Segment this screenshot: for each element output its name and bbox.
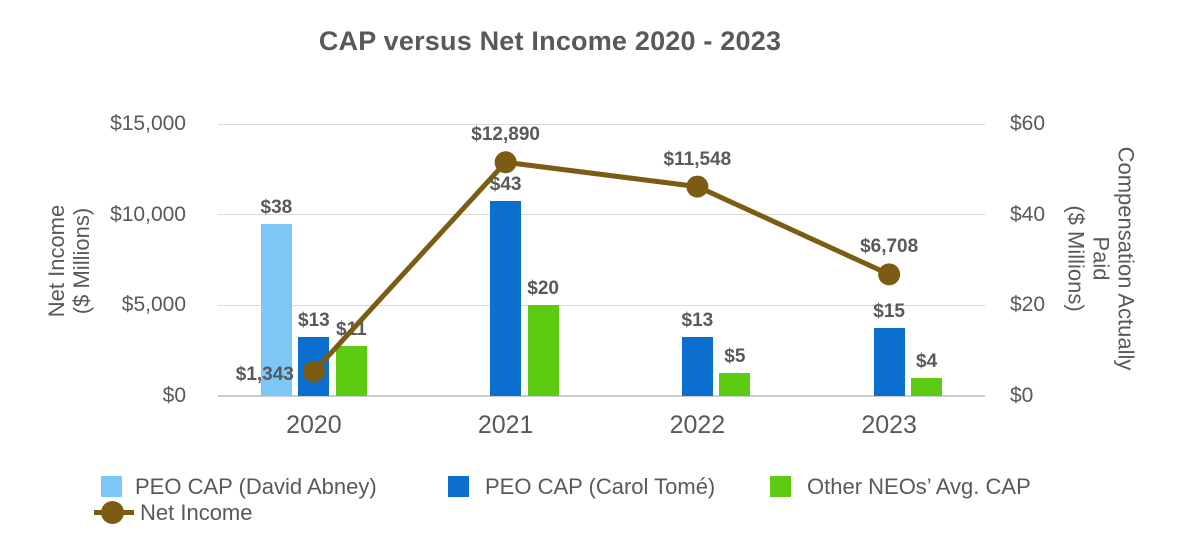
bar-value-label: $11 (336, 319, 367, 341)
bar-value-label: $38 (260, 196, 293, 218)
legend-label-other-neos: Other NEOs’ Avg. CAP (807, 474, 1031, 499)
x-category-label: 2022 (669, 411, 726, 439)
x-category-label: 2021 (477, 411, 534, 439)
bar-other-neos-avg-cap (527, 305, 559, 396)
net-income-value-label: $1,343 (235, 363, 294, 385)
y-axis-tick-left: $10,000 (110, 202, 186, 226)
net-income-point (878, 263, 901, 286)
legend-label-net-income: Net Income (140, 500, 253, 525)
left-axis-title: Net Income ($ Millions) (44, 151, 94, 371)
legend-net-income-marker-icon (101, 501, 124, 524)
y-axis-tick-left: $5,000 (121, 293, 186, 317)
right-axis-title: Compensation Actually Paid ($ Millions) (1064, 119, 1139, 399)
bar-peo-cap-tome (298, 337, 330, 396)
bar-value-label: $20 (527, 278, 559, 300)
x-category-label: 2023 (861, 411, 917, 439)
bar-value-label: $13 (681, 310, 714, 332)
gridline (218, 123, 985, 125)
net-income-line (312, 159, 891, 374)
y-axis-tick-right: $0 (1010, 384, 1034, 407)
legend-label-peo-cap-tome: PEO CAP (Carol Tomé) (485, 474, 716, 499)
right-axis-title-line2: Paid (1088, 236, 1114, 281)
right-axis-title-line1: Compensation Actually (1113, 146, 1139, 371)
bar-value-label: $5 (724, 346, 746, 368)
net-income-value-label: $12,890 (471, 124, 540, 146)
net-income-value-label: $11,548 (663, 148, 732, 170)
net-income-value-label: $6,708 (860, 236, 919, 258)
legend-swatch-peo-cap-tome (448, 476, 469, 497)
y-axis-tick-right: $20 (1010, 293, 1046, 317)
y-axis-tick-right: $40 (1010, 202, 1046, 226)
bar-other-neos-avg-cap (911, 377, 943, 396)
left-axis-title-line1: Net Income (44, 204, 69, 318)
legend-label-peo-cap-abney: PEO CAP (David Abney) (135, 474, 377, 499)
bar-value-label: $43 (489, 174, 522, 196)
x-axis-line (218, 395, 985, 397)
net-income-point (494, 151, 517, 174)
y-axis-tick-right: $60 (1010, 112, 1046, 135)
bar-other-neos-avg-cap (719, 373, 751, 396)
gridline (218, 214, 985, 216)
bar-value-label: $15 (873, 301, 905, 322)
right-axis-title-line3: ($ Millions) (1063, 205, 1089, 312)
x-category-label: 2020 (286, 411, 342, 439)
y-axis-tick-left: $15,000 (110, 112, 186, 135)
y-axis-tick-left: $0 (162, 384, 186, 407)
net-income-point (686, 175, 709, 198)
legend-swatch-peo-cap-abney (101, 476, 122, 497)
bar-value-label: $4 (916, 350, 938, 372)
bar-peo-cap-abney (260, 223, 292, 396)
bar-other-neos-avg-cap (335, 346, 367, 396)
left-axis-title-line2: ($ Millions) (69, 207, 94, 315)
chart-title: CAP versus Net Income 2020 - 2023 (318, 26, 782, 56)
legend-swatch-other-neos (770, 476, 791, 497)
